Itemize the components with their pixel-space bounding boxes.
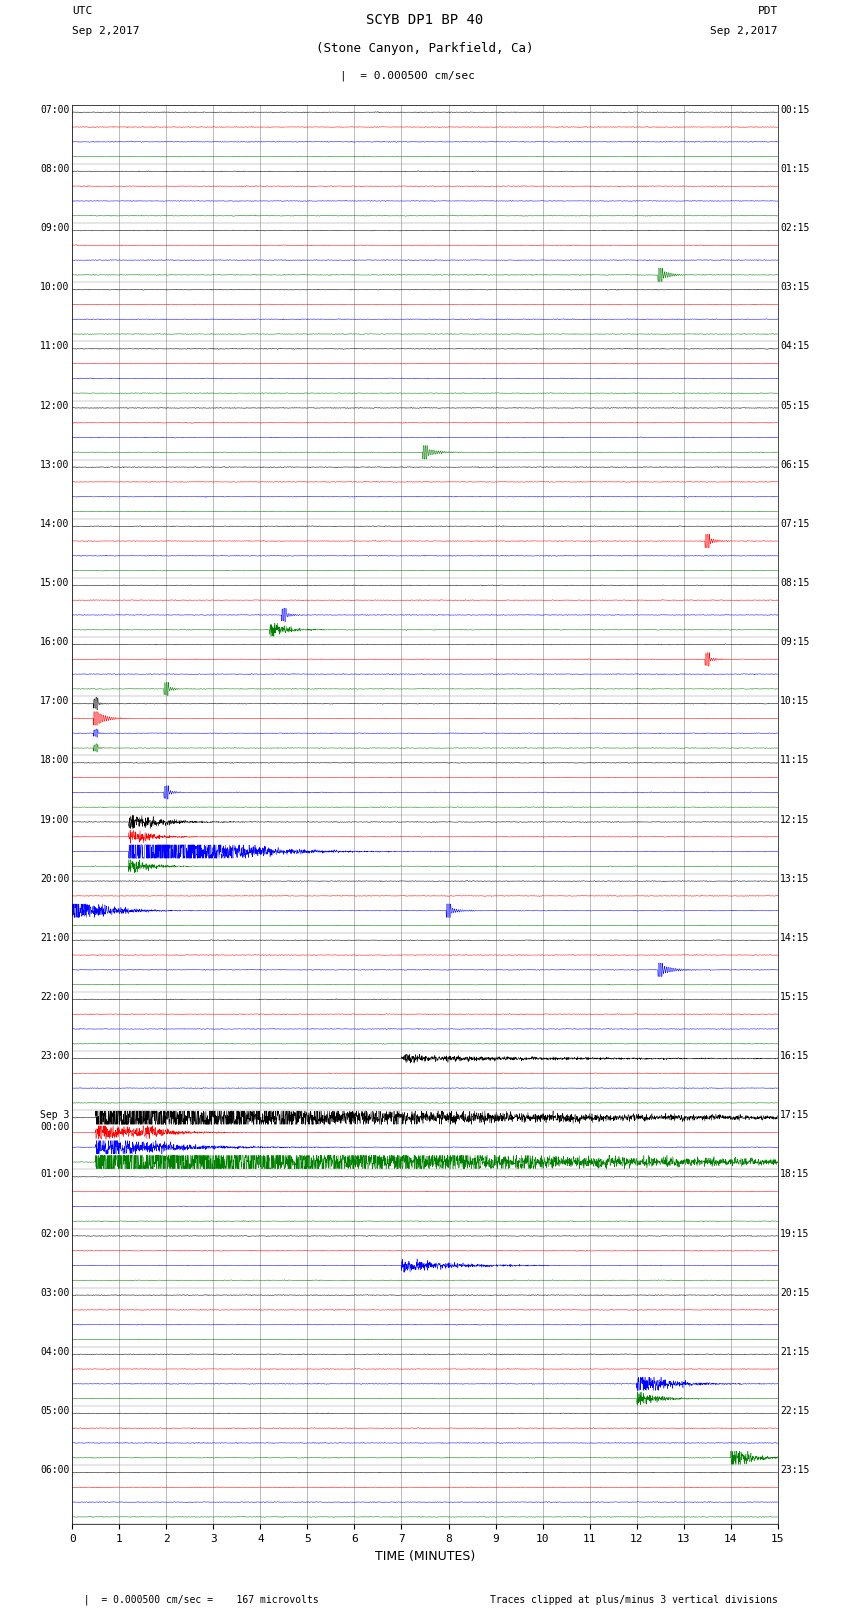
Text: Sep 2,2017: Sep 2,2017 (711, 26, 778, 35)
Text: 13:15: 13:15 (780, 874, 810, 884)
Text: 18:15: 18:15 (780, 1169, 810, 1179)
Text: 04:00: 04:00 (40, 1347, 70, 1357)
Text: 01:15: 01:15 (780, 165, 810, 174)
Text: 17:00: 17:00 (40, 697, 70, 706)
Text: 06:00: 06:00 (40, 1465, 70, 1476)
Text: 10:15: 10:15 (780, 697, 810, 706)
Text: 15:00: 15:00 (40, 577, 70, 589)
Text: 08:00: 08:00 (40, 165, 70, 174)
Text: 06:15: 06:15 (780, 460, 810, 469)
Text: 16:15: 16:15 (780, 1052, 810, 1061)
Text: UTC: UTC (72, 6, 93, 16)
Text: PDT: PDT (757, 6, 778, 16)
Text: 18:00: 18:00 (40, 755, 70, 766)
Text: 16:00: 16:00 (40, 637, 70, 647)
Text: 03:15: 03:15 (780, 282, 810, 292)
Text: 01:00: 01:00 (40, 1169, 70, 1179)
Text: 07:15: 07:15 (780, 519, 810, 529)
Text: Sep 3
00:00: Sep 3 00:00 (40, 1110, 70, 1132)
Text: 22:00: 22:00 (40, 992, 70, 1002)
Text: SCYB DP1 BP 40: SCYB DP1 BP 40 (366, 13, 484, 27)
Text: 07:00: 07:00 (40, 105, 70, 115)
Text: 17:15: 17:15 (780, 1110, 810, 1121)
Text: 22:15: 22:15 (780, 1407, 810, 1416)
Text: 23:15: 23:15 (780, 1465, 810, 1476)
Text: 15:15: 15:15 (780, 992, 810, 1002)
Text: 04:15: 04:15 (780, 342, 810, 352)
Text: 21:00: 21:00 (40, 932, 70, 944)
X-axis label: TIME (MINUTES): TIME (MINUTES) (375, 1550, 475, 1563)
Text: 19:00: 19:00 (40, 815, 70, 824)
Text: Sep 2,2017: Sep 2,2017 (72, 26, 139, 35)
Text: 12:15: 12:15 (780, 815, 810, 824)
Text: 23:00: 23:00 (40, 1052, 70, 1061)
Text: 14:00: 14:00 (40, 519, 70, 529)
Text: 03:00: 03:00 (40, 1287, 70, 1298)
Text: 21:15: 21:15 (780, 1347, 810, 1357)
Text: |  = 0.000500 cm/sec: | = 0.000500 cm/sec (341, 71, 475, 82)
Text: 02:00: 02:00 (40, 1229, 70, 1239)
Text: 14:15: 14:15 (780, 932, 810, 944)
Text: 20:15: 20:15 (780, 1287, 810, 1298)
Text: 12:00: 12:00 (40, 400, 70, 411)
Text: 09:15: 09:15 (780, 637, 810, 647)
Text: 08:15: 08:15 (780, 577, 810, 589)
Text: 11:00: 11:00 (40, 342, 70, 352)
Text: 19:15: 19:15 (780, 1229, 810, 1239)
Text: 13:00: 13:00 (40, 460, 70, 469)
Text: 05:00: 05:00 (40, 1407, 70, 1416)
Text: |  = 0.000500 cm/sec =    167 microvolts: | = 0.000500 cm/sec = 167 microvolts (72, 1594, 319, 1605)
Text: Traces clipped at plus/minus 3 vertical divisions: Traces clipped at plus/minus 3 vertical … (490, 1595, 778, 1605)
Text: 00:15: 00:15 (780, 105, 810, 115)
Text: 20:00: 20:00 (40, 874, 70, 884)
Text: 05:15: 05:15 (780, 400, 810, 411)
Text: 02:15: 02:15 (780, 223, 810, 234)
Text: 10:00: 10:00 (40, 282, 70, 292)
Text: 11:15: 11:15 (780, 755, 810, 766)
Text: 09:00: 09:00 (40, 223, 70, 234)
Text: (Stone Canyon, Parkfield, Ca): (Stone Canyon, Parkfield, Ca) (316, 42, 534, 55)
